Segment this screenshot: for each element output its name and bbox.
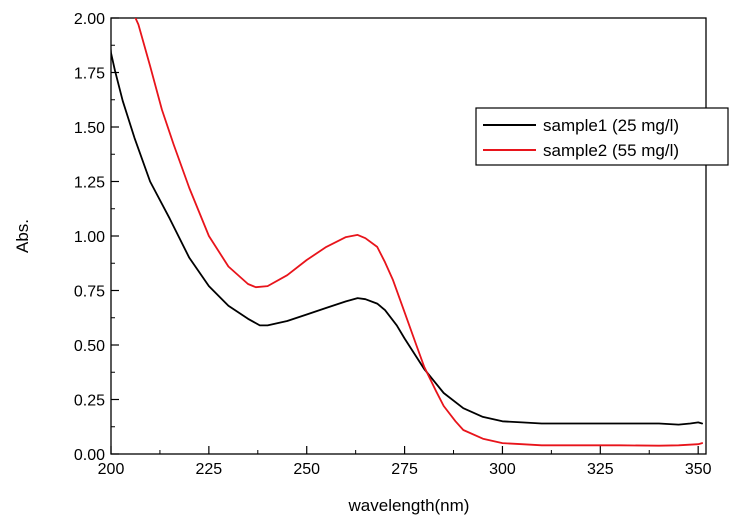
- x-tick-label: 325: [587, 461, 614, 478]
- x-tick-label: 300: [489, 461, 516, 478]
- legend-box: [475, 107, 729, 166]
- y-tick-label: 0.75: [74, 284, 105, 301]
- axis-ticks: [110, 17, 699, 455]
- axis-tick-labels: 200 225 250 275 300 325 350 0.00 0.25 0.50 0.75 1.0…: [74, 11, 712, 478]
- y-tick-label: 1.75: [74, 66, 105, 83]
- x-tick-label: 275: [391, 461, 418, 478]
- legend-label-series-2: sample2 (55 mg/l): [543, 141, 679, 160]
- y-tick-label: 1.50: [74, 120, 105, 137]
- series-lines: [111, 18, 703, 447]
- x-tick-label: 250: [293, 461, 320, 478]
- plot-frame: [110, 17, 707, 455]
- y-tick-label: 0.50: [74, 338, 105, 355]
- series-line-1: [111, 43, 703, 426]
- series-line-2: [134, 18, 703, 447]
- y-tick-label: 2.00: [74, 11, 105, 28]
- x-axis-title: wavelength(nm): [348, 496, 470, 515]
- y-axis-title: Abs.: [13, 219, 32, 253]
- x-tick-label: 200: [98, 461, 125, 478]
- legend: sample1 (25 mg/l) sample2 (55 mg/l): [475, 107, 729, 166]
- y-tick-label: 0.00: [74, 447, 105, 464]
- legend-label-series-1: sample1 (25 mg/l): [543, 116, 679, 135]
- y-tick-label: 1.25: [74, 175, 105, 192]
- y-tick-label: 1.00: [74, 229, 105, 246]
- x-tick-label: 225: [196, 461, 223, 478]
- x-tick-label: 350: [685, 461, 712, 478]
- y-tick-label: 0.25: [74, 393, 105, 410]
